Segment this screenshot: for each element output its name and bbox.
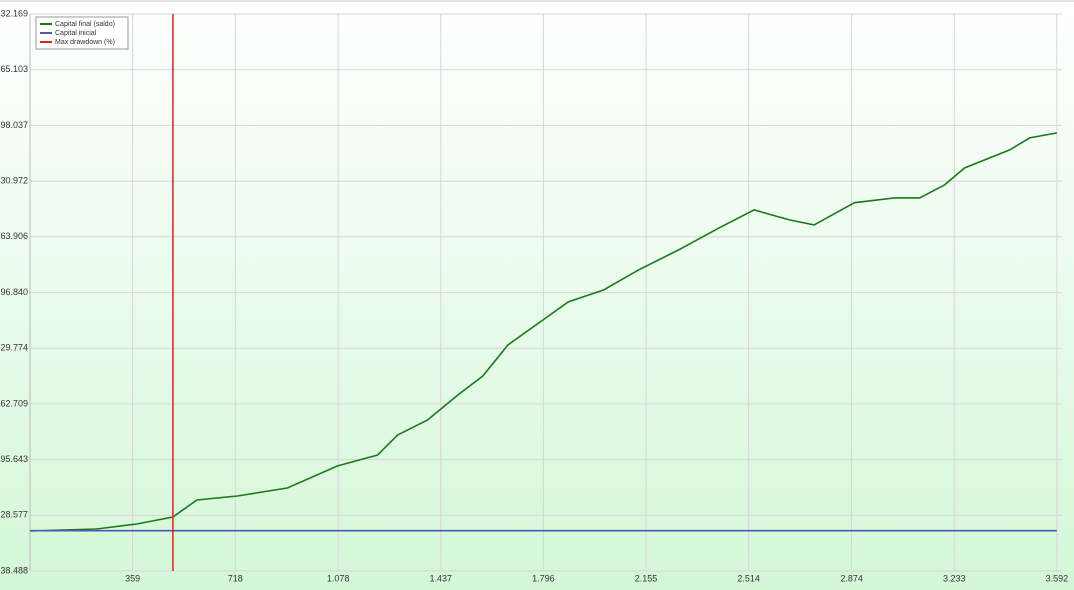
- y-tick-label: 430.972: [0, 175, 28, 185]
- x-tick-label: 2.155: [635, 573, 658, 583]
- y-tick-label: -38.488: [0, 565, 28, 575]
- y-tick-label: 229.774: [0, 343, 28, 353]
- y-tick-label: 565.103: [0, 64, 28, 74]
- legend-label: Capital final (saldo): [55, 21, 115, 28]
- x-tick-label: 359: [125, 573, 140, 583]
- x-tick-label: 1.437: [430, 573, 453, 583]
- y-tick-label: 95.643: [0, 454, 28, 464]
- plot: [29, 14, 1058, 571]
- series-line: [29, 132, 1058, 532]
- legend: Capital final (saldo) Capital inicial Max …: [35, 16, 129, 50]
- y-tick-label: 632.169: [0, 8, 28, 18]
- x-tick-label: 2.874: [840, 573, 863, 583]
- grid: -38.488 28.577 95.643 162.709 229.774 296.840…: [0, 8, 1068, 583]
- y-tick-label: 498.037: [0, 120, 28, 130]
- y-tick-label: 162.709: [0, 398, 28, 408]
- legend-label: Max drawdown (%): [55, 39, 115, 46]
- x-tick-label: 1.078: [327, 573, 350, 583]
- x-tick-label: 3.592: [1046, 573, 1069, 583]
- legend-label: Capital inicial: [55, 30, 97, 37]
- x-tick-label: 718: [228, 573, 243, 583]
- x-tick-label: 3.233: [943, 573, 966, 583]
- y-tick-label: 296.840: [0, 287, 28, 297]
- x-tick-label: 1.796: [532, 573, 555, 583]
- x-tick-label: 2.514: [737, 573, 760, 583]
- y-tick-label: 28.577: [0, 510, 28, 520]
- y-tick-label: 363.906: [0, 231, 28, 241]
